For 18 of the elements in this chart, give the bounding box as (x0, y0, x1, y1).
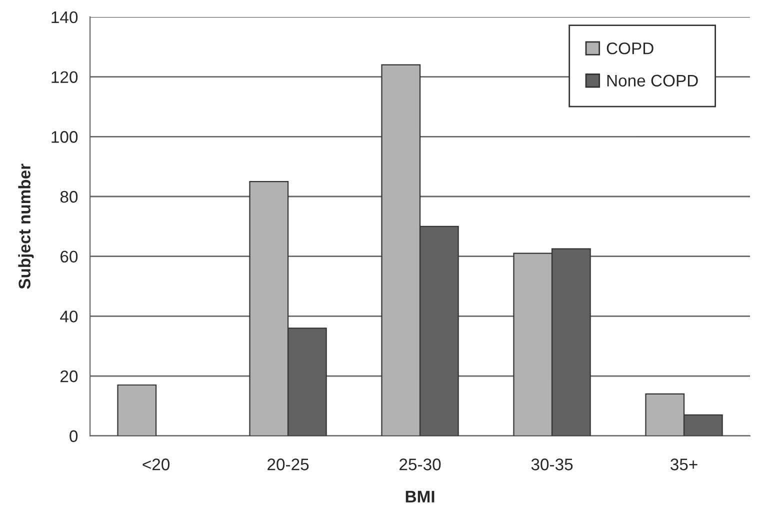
y-tick-label: 40 (60, 310, 78, 322)
bar (117, 384, 157, 436)
x-tick-label: 35+ (670, 458, 698, 470)
legend-label: COPD (606, 42, 654, 54)
y-tick-label: 100 (52, 131, 78, 143)
x-tick-label: 25-30 (400, 458, 441, 470)
legend-label: None COPD (607, 74, 698, 87)
y-tick-label: 120 (52, 71, 78, 84)
x-tick-label: 30-35 (531, 458, 573, 470)
y-tick-label: 60 (60, 250, 78, 263)
x-tick-label: 20-25 (268, 458, 309, 470)
x-tick-label: <20 (142, 458, 170, 470)
y-tick-label: 0 (70, 430, 78, 442)
y-tick-label: 80 (60, 190, 78, 203)
y-tick-label: 20 (60, 370, 78, 382)
x-axis-title: BMI (406, 490, 434, 502)
y-axis-title: Subject number (18, 164, 34, 289)
y-tick-label: 140 (52, 11, 78, 24)
